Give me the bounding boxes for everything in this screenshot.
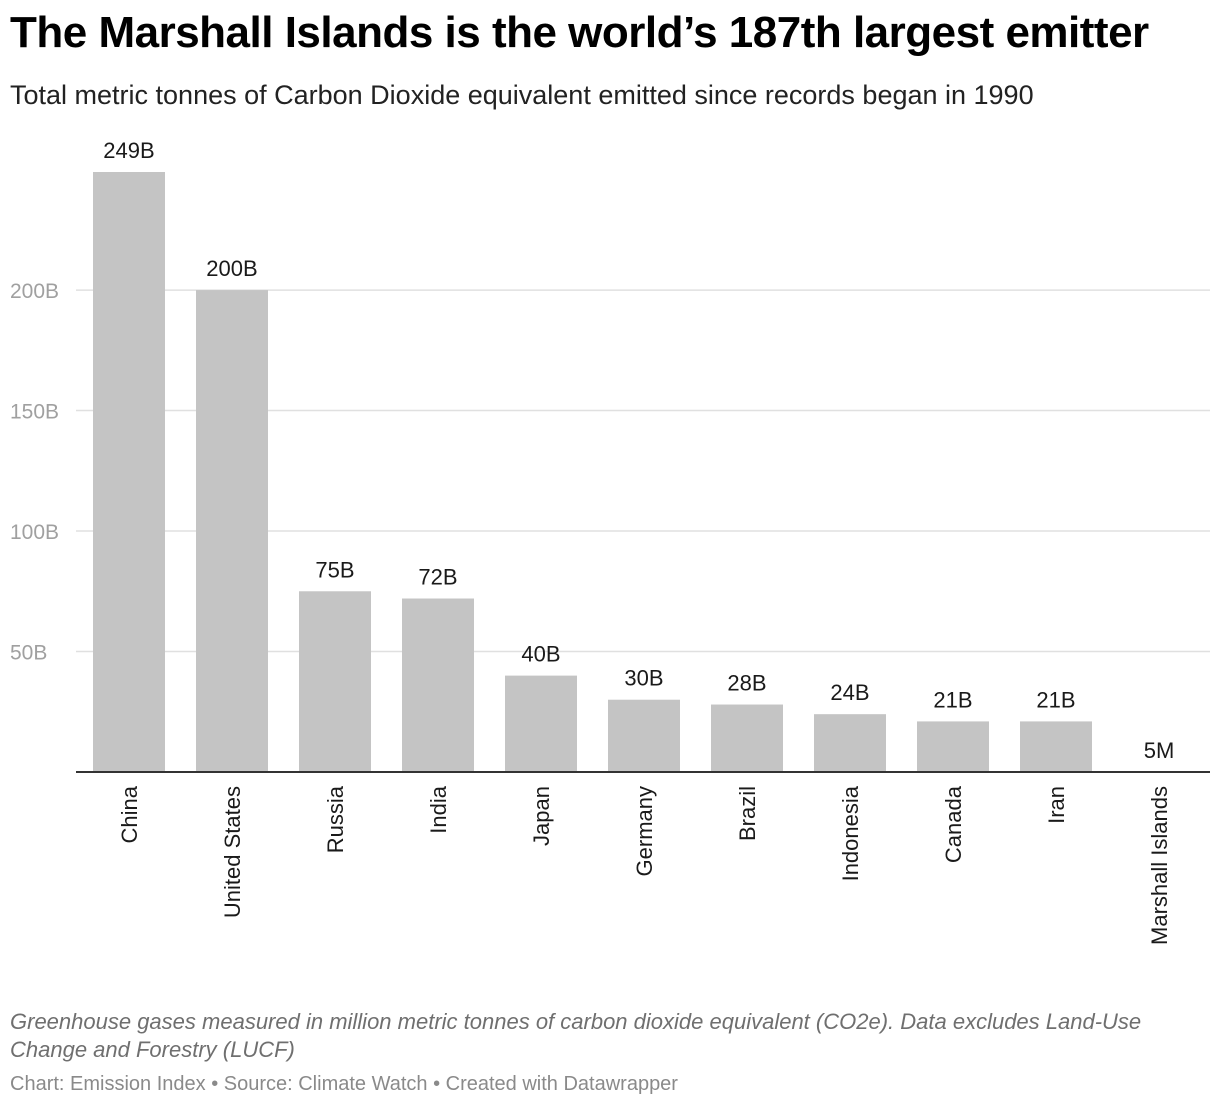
x-tick-label: Canada — [941, 785, 966, 863]
bar — [196, 290, 268, 772]
data-label: 249B — [103, 138, 154, 163]
data-label: 30B — [624, 666, 663, 691]
x-tick-label: Indonesia — [838, 785, 863, 881]
x-tick-label: Brazil — [735, 786, 760, 841]
bar — [1020, 721, 1092, 772]
bar — [608, 699, 680, 772]
y-tick-label: 150B — [10, 401, 59, 424]
data-label: 75B — [315, 557, 354, 582]
bar — [299, 591, 371, 772]
bar — [402, 598, 474, 772]
data-label: 5M — [1144, 738, 1175, 763]
x-tick-label: India — [426, 785, 451, 833]
x-tick-label: Russia — [323, 785, 348, 853]
bar — [814, 714, 886, 772]
y-tick-label: 200B — [10, 280, 59, 303]
data-label: 28B — [727, 671, 766, 696]
bar-chart: 50B 100B 150B 200B 249B China 200B United State… — [10, 138, 1210, 945]
data-label: 200B — [206, 256, 257, 281]
data-label: 21B — [933, 687, 972, 712]
chart-note: Greenhouse gases measured in million met… — [10, 1009, 1142, 1062]
y-tick-label: 50B — [10, 642, 47, 665]
x-tick-label: Marshall Islands — [1147, 786, 1172, 945]
y-tick-label: 100B — [10, 521, 59, 544]
x-tick-label: China — [117, 785, 142, 843]
bar — [917, 721, 989, 772]
data-label: 21B — [1036, 687, 1075, 712]
data-label: 40B — [521, 642, 560, 667]
bar — [505, 675, 577, 772]
chart-subtitle: Total metric tonnes of Carbon Dioxide eq… — [10, 80, 1034, 110]
x-tick-label: Japan — [529, 786, 554, 846]
data-label: 24B — [830, 680, 869, 705]
x-tick-label: Germany — [632, 786, 657, 876]
x-tick-label: Iran — [1044, 786, 1069, 824]
chart-footer: Chart: Emission Index • Source: Climate … — [10, 1073, 678, 1095]
bar — [93, 172, 165, 772]
bar — [711, 704, 783, 772]
x-tick-label: United States — [220, 786, 245, 918]
chart-title: The Marshall Islands is the world’s 187t… — [10, 8, 1149, 57]
data-label: 72B — [418, 565, 457, 590]
